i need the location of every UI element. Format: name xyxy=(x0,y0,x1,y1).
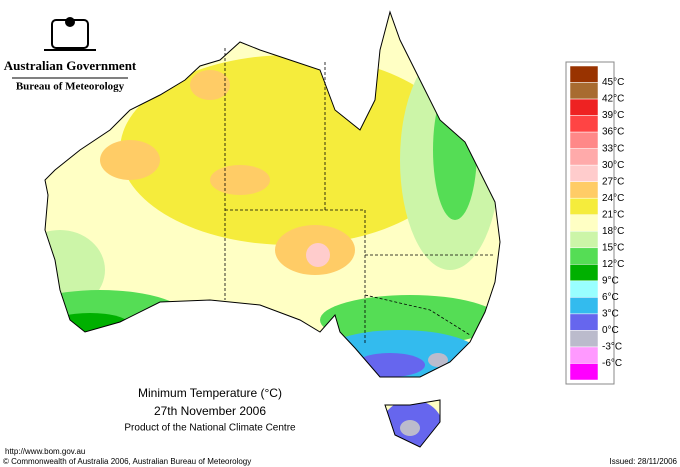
legend: 45°C 42°C 39°C 36°C 33°C 30°C 27°C 24°C 21°C 18°C… xyxy=(565,61,624,385)
legend-label: 33°C xyxy=(602,143,624,154)
map-date: 27th November 2006 xyxy=(154,404,266,418)
copyright: © Commonwealth of Australia 2006, Austra… xyxy=(3,457,251,466)
legend-swatch xyxy=(569,280,599,298)
legend-swatch xyxy=(569,131,599,149)
issued: Issued: 28/11/2006 xyxy=(610,457,678,466)
legend-swatch xyxy=(569,65,599,83)
legend-label: 3°C xyxy=(602,309,619,320)
legend-label: 0°C xyxy=(602,325,619,336)
state-borders xyxy=(224,48,495,345)
legend-label: 21°C xyxy=(602,209,624,220)
legend-label: 18°C xyxy=(602,226,624,237)
legend-label: 9°C xyxy=(602,275,619,286)
legend-swatch xyxy=(569,214,599,232)
legend-swatch xyxy=(569,148,599,166)
legend-label: 6°C xyxy=(602,292,619,303)
legend-label: -3°C xyxy=(602,342,622,353)
legend-label: 42°C xyxy=(602,94,624,105)
legend-label: 30°C xyxy=(602,160,624,171)
legend-label: 15°C xyxy=(602,242,624,253)
legend-swatch xyxy=(569,231,599,249)
legend-swatch xyxy=(569,264,599,282)
legend-label: 12°C xyxy=(602,259,624,270)
legend-swatch xyxy=(569,98,599,116)
legend-label: 24°C xyxy=(602,193,624,204)
url: http://www.bom.gov.au xyxy=(5,447,85,456)
legend-swatch xyxy=(569,330,599,348)
crest xyxy=(44,17,96,51)
legend-label: 45°C xyxy=(602,77,624,88)
legend-swatch xyxy=(569,164,599,182)
legend-label: 39°C xyxy=(602,110,624,121)
legend-label: 27°C xyxy=(602,176,624,187)
legend-swatch xyxy=(569,363,599,381)
legend-swatch xyxy=(569,115,599,133)
legend-swatch xyxy=(569,297,599,315)
map-title: Minimum Temperature (°C) xyxy=(138,386,282,400)
legend-swatch xyxy=(569,181,599,199)
legend-swatch xyxy=(569,82,599,100)
agency: Bureau of Meteorology xyxy=(16,81,125,93)
government: Australian Government xyxy=(4,58,137,73)
legend-swatch xyxy=(569,346,599,364)
legend-swatch xyxy=(569,197,599,215)
map-product: Product of the National Climate Centre xyxy=(124,423,296,434)
legend-swatch xyxy=(569,313,599,331)
coastline xyxy=(44,10,501,448)
legend-label: -6°C xyxy=(602,358,622,369)
legend-swatch xyxy=(569,247,599,265)
legend-label: 36°C xyxy=(602,127,624,138)
